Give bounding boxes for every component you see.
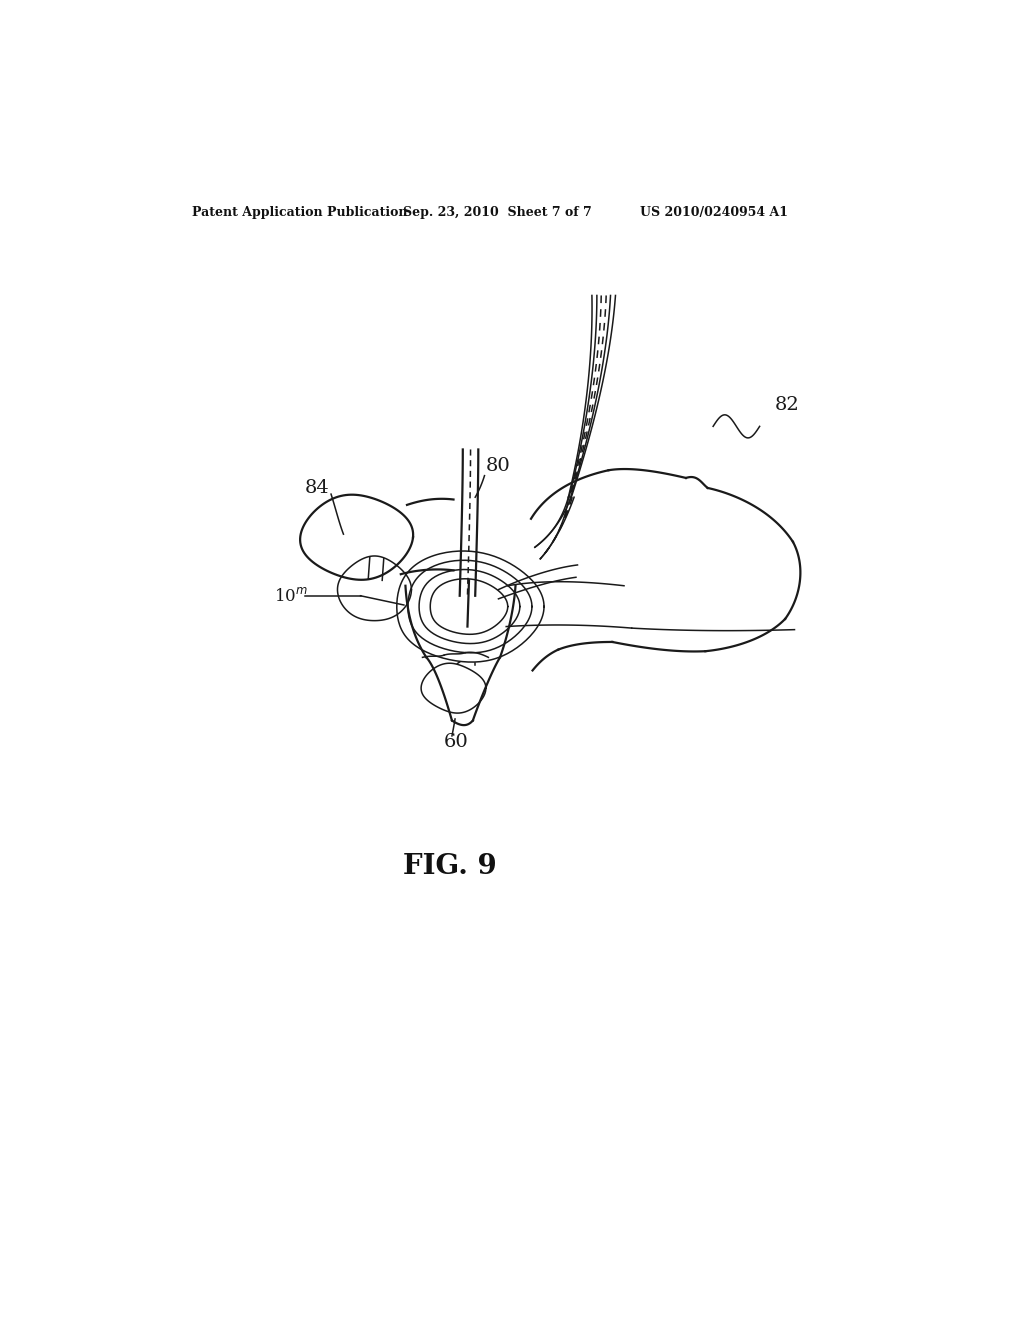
Text: Patent Application Publication: Patent Application Publication (191, 206, 408, 219)
Text: 60: 60 (444, 733, 469, 751)
Text: 80: 80 (486, 458, 511, 475)
Text: Sep. 23, 2010  Sheet 7 of 7: Sep. 23, 2010 Sheet 7 of 7 (403, 206, 592, 219)
Text: 84: 84 (305, 479, 330, 496)
Text: FIG. 9: FIG. 9 (402, 853, 497, 880)
Text: 10$^m$: 10$^m$ (273, 587, 307, 605)
Text: 82: 82 (775, 396, 800, 413)
Text: US 2010/0240954 A1: US 2010/0240954 A1 (640, 206, 787, 219)
